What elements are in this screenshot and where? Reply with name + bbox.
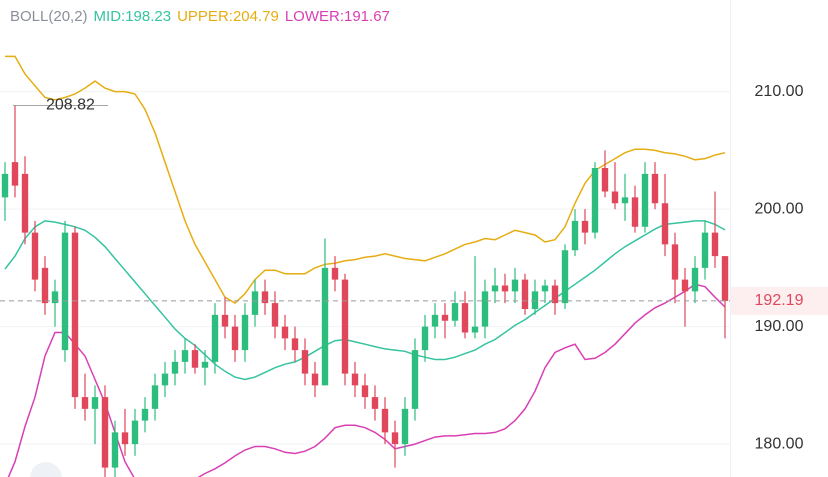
band-line [4, 220, 726, 381]
candle-body [501, 285, 509, 292]
legend-item: UPPER:204.79 [177, 8, 279, 25]
legend-item: BOLL(20,2) [10, 8, 88, 25]
candle-body [111, 432, 119, 468]
candle-body [341, 279, 349, 374]
axis-separator [730, 0, 731, 477]
candle-body [561, 250, 569, 304]
candle-body [121, 432, 129, 445]
candle-body [141, 408, 149, 421]
candle-body [361, 385, 369, 398]
candle-body [481, 291, 489, 327]
candle-body [601, 168, 609, 192]
candle-body [11, 162, 19, 186]
candle-body [421, 326, 429, 351]
band-line [7, 283, 726, 477]
candle-body [461, 303, 469, 333]
candle-body [371, 397, 379, 409]
candle-body [621, 197, 629, 204]
candle-body [651, 173, 659, 204]
candle-body [281, 326, 289, 339]
legend-item: LOWER:191.67 [284, 8, 390, 25]
candle-body [541, 285, 549, 292]
candle-body [71, 232, 79, 398]
candle-body [571, 220, 579, 251]
candle-body [631, 197, 639, 227]
candle-body [301, 350, 309, 374]
candle-body [611, 191, 619, 204]
candle-body [411, 350, 419, 409]
candle-body [151, 385, 159, 409]
candle-body [1, 173, 9, 198]
candle-body [201, 361, 209, 368]
candle-body [101, 397, 109, 468]
candle-body [431, 314, 439, 327]
candle-body [441, 314, 449, 321]
legend: BOLL(20,2) MID:198.23 UPPER:204.79 LOWER:19… [10, 8, 396, 25]
y-tick-label: 200.00 [755, 200, 804, 217]
candle-body [21, 173, 29, 233]
candle-body [691, 267, 699, 292]
candle-body [581, 220, 589, 233]
candle-body [41, 267, 49, 304]
candle-body [321, 267, 329, 386]
high-annotation: 208.82 [46, 97, 95, 114]
candle-body [641, 173, 649, 227]
candle-body [381, 408, 389, 433]
candle-body [261, 291, 269, 304]
y-tick-label: 180.00 [755, 435, 804, 452]
candle-body [31, 232, 39, 280]
candle-body [51, 291, 59, 304]
candle-body [491, 285, 499, 292]
candle-body [331, 267, 339, 280]
candle-body [241, 314, 249, 351]
candle-body [471, 326, 479, 333]
candle-body [291, 338, 299, 351]
candle-body [351, 373, 359, 386]
band-line [5, 55, 726, 305]
candle-body [681, 279, 689, 292]
candle-body [131, 420, 139, 445]
candle-body [271, 303, 279, 327]
candle-body [171, 361, 179, 374]
candle-body [91, 397, 99, 409]
candle-body [61, 232, 69, 351]
candle-body [191, 350, 199, 368]
candle-body [311, 373, 319, 386]
candle-body [521, 279, 529, 309]
last-price-label: 192.19 [755, 292, 804, 309]
candle-body [711, 232, 719, 257]
candle-body [161, 373, 169, 386]
legend-item: MID:198.23 [93, 8, 172, 25]
candle-body [451, 303, 459, 321]
y-tick-label: 190.00 [755, 318, 804, 335]
candle-body [231, 326, 239, 351]
last-price-badge [731, 286, 828, 315]
candle-body [531, 291, 539, 309]
candle-body [721, 256, 729, 301]
candle-body [551, 285, 559, 304]
candle-body [391, 432, 399, 445]
candle-body [661, 203, 669, 245]
candle-body [81, 397, 89, 409]
candle-body [701, 232, 709, 268]
candle-body [221, 314, 229, 327]
candle-body [511, 279, 519, 292]
candle-body [251, 291, 259, 315]
candle-body [181, 350, 189, 362]
candle-body [671, 244, 679, 280]
corner-button[interactable] [30, 462, 62, 477]
y-tick-label: 210.00 [755, 83, 804, 100]
candle-body [401, 408, 409, 445]
candle-body [211, 314, 219, 362]
candle-body [591, 168, 599, 233]
